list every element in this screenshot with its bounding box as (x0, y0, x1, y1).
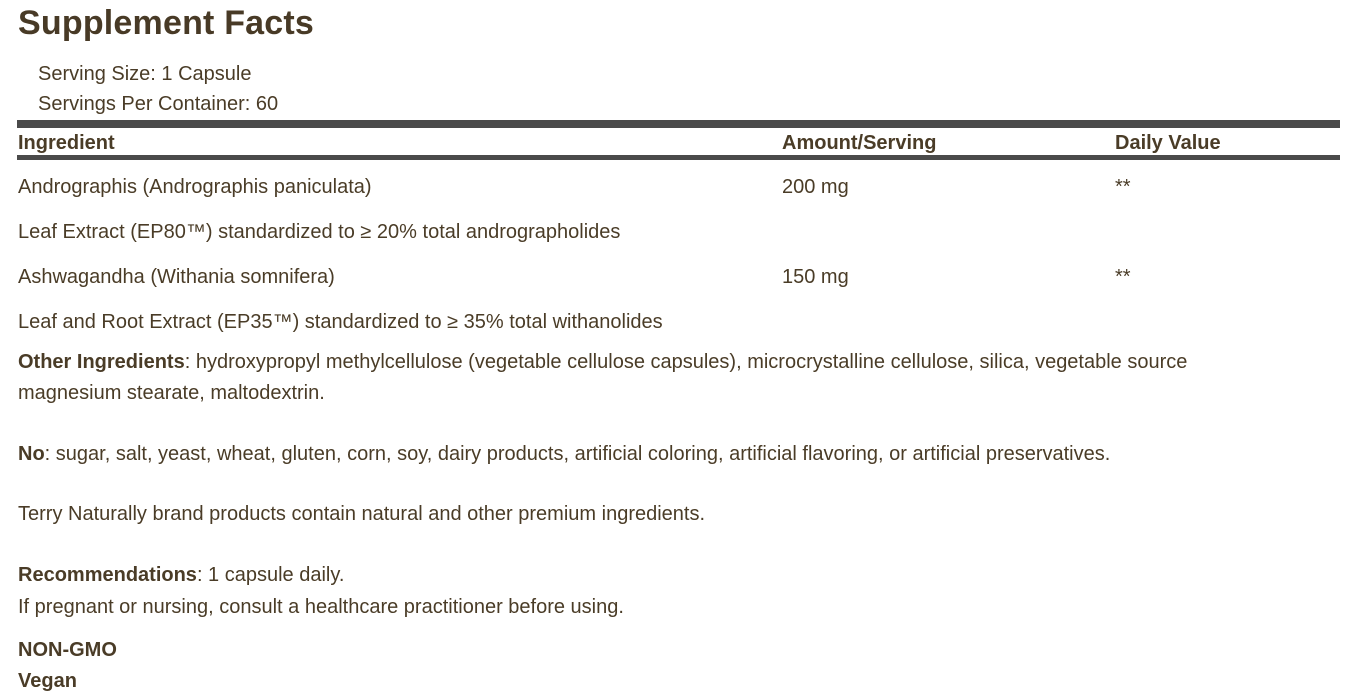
pregnancy-warning: If pregnant or nursing, consult a health… (18, 596, 624, 618)
table-row-amount: 150 mg (782, 266, 849, 288)
table-row-ingredient: Leaf Extract (EP80™) standardized to ≥ 2… (18, 221, 621, 243)
table-row-ingredient: Ashwagandha (Withania somnifera) (18, 266, 335, 288)
no-statement-text: : sugar, salt, yeast, wheat, gluten, cor… (44, 443, 1111, 465)
table-row-ingredient: Leaf and Root Extract (EP35™) standardiz… (18, 311, 663, 333)
other-ingredients-text: : hydroxypropyl methylcellulose (vegetab… (18, 351, 1188, 404)
table-row-daily-value: ** (1115, 266, 1131, 288)
no-statement-label: No (18, 443, 45, 465)
page-title: Supplement Facts (18, 4, 315, 42)
vegan-badge: Vegan (18, 670, 77, 692)
recommendations-label: Recommendations (18, 564, 197, 586)
table-row-ingredient: Andrographis (Andrographis paniculata) (18, 176, 372, 198)
column-header-amount-serving: Amount/Serving (782, 132, 937, 154)
serving-size: Serving Size: 1 Capsule (38, 63, 252, 85)
brand-statement: Terry Naturally brand products contain n… (18, 503, 706, 525)
table-row-amount: 200 mg (782, 176, 849, 198)
servings-per-container: Servings Per Container: 60 (38, 93, 279, 115)
column-header-ingredient: Ingredient (18, 132, 115, 154)
other-ingredients-label: Other Ingredients (18, 351, 185, 373)
table-row-daily-value: ** (1115, 176, 1131, 198)
no-statement-paragraph: No: sugar, salt, yeast, wheat, gluten, c… (18, 439, 1268, 470)
other-ingredients-paragraph: Other Ingredients: hydroxypropyl methylc… (18, 347, 1268, 409)
badges-block: NON-GMO Vegan (18, 635, 1268, 696)
recommendations-paragraph: Recommendations: 1 capsule daily. If preg… (18, 559, 1268, 623)
non-gmo-badge: NON-GMO (18, 639, 117, 661)
table-header-bottom-rule (17, 155, 1340, 160)
table-header-top-rule (17, 120, 1340, 128)
column-header-daily-value: Daily Value (1115, 132, 1221, 154)
recommendations-text: : 1 capsule daily. (196, 564, 345, 586)
